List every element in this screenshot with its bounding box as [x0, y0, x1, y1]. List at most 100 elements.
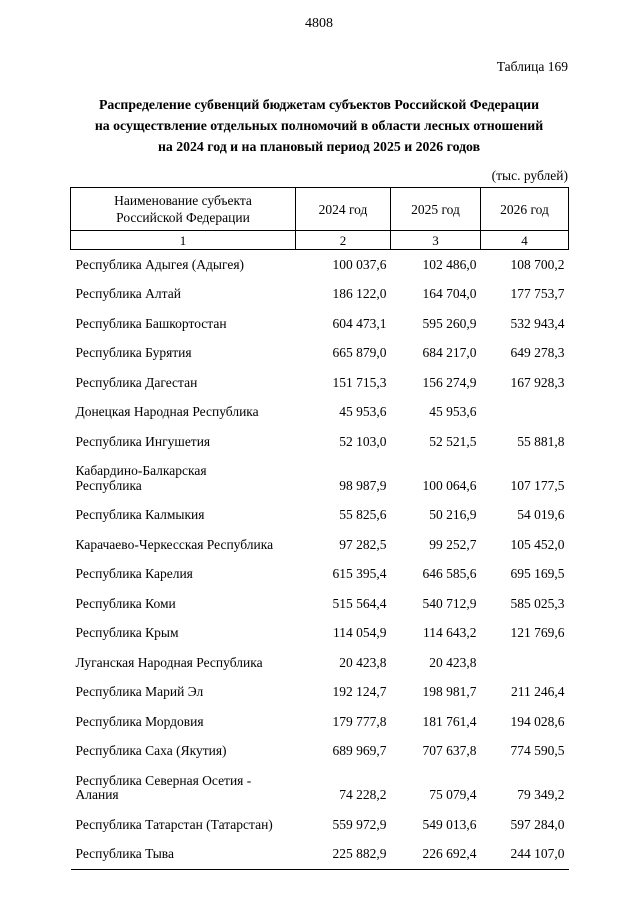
table-row: Кабардино-Балкарская Республика 98 987,9 1…	[71, 457, 569, 501]
value-2026-cell: 177 753,7	[510, 286, 565, 301]
title-line-2: на осуществление отдельных полномочий в …	[94, 118, 544, 133]
region-name-cell: Республика Калмыкия	[75, 507, 205, 522]
region-name-cell: Республика Крым	[75, 625, 179, 640]
document-title: Распределение субвенций бюджетам субъект…	[70, 94, 568, 157]
header-year-2025: 2025 год	[390, 187, 481, 231]
region-name-cell: Республика Дагестан	[75, 374, 198, 390]
title-line-3: на 2024 год и на плановый период 2025 и …	[157, 139, 481, 154]
table-header: Наименование субъекта Российской Федерац…	[70, 187, 569, 250]
region-name-cell: Республика Северная Осетия - Алания	[75, 772, 252, 802]
value-2026-cell: 108 700,2	[510, 256, 565, 272]
table-row: Республика Северная Осетия - Алания 74 22…	[71, 766, 569, 810]
value-2024-cell: 52 103,0	[339, 433, 387, 449]
table-row: Республика Коми 515 564,4 540 712,9 585 025…	[71, 589, 569, 619]
value-2024-cell: 74 228,2	[339, 787, 387, 802]
units-label: (тыс. рублей)	[491, 168, 568, 183]
value-2025-cell: 114 643,2	[423, 625, 477, 640]
value-2025-cell: 549 013,6	[422, 816, 477, 832]
value-2025-cell: 45 953,6	[429, 404, 477, 419]
region-name-cell: Республика Саха (Якутия)	[75, 743, 227, 758]
header-row: Наименование субъекта Российской Федерац…	[70, 187, 569, 231]
value-2025-cell: 50 216,9	[429, 507, 477, 522]
table-row: Республика Алтай 186 122,0 164 704,0 177 75…	[71, 280, 569, 310]
region-name-cell: Республика Карелия	[75, 566, 193, 581]
value-2025-cell: 181 761,4	[422, 713, 477, 729]
value-2026-cell: 167 928,3	[510, 374, 565, 390]
region-name-cell: Луганская Народная Республика	[75, 654, 263, 670]
value-2026-cell: 585 025,3	[510, 595, 565, 611]
column-number-row: 1 2 3 4	[70, 230, 569, 250]
table-row: Республика Марий Эл 192 124,7 198 981,7 211…	[71, 678, 569, 708]
value-2024-cell: 100 037,6	[332, 256, 387, 272]
value-2024-cell: 97 282,5	[339, 536, 387, 552]
table-row: Республика Саха (Якутия) 689 969,7 707 637…	[71, 737, 569, 767]
value-2025-cell: 100 064,6	[422, 477, 477, 493]
value-2026-cell: 194 028,6	[510, 713, 565, 729]
table-row: Карачаево-Черкесская Республика 97 282,5 9…	[71, 530, 569, 560]
region-name-cell: Карачаево-Черкесская Республика	[75, 536, 274, 552]
value-2025-cell: 595 260,9	[422, 315, 477, 331]
column-number-3: 3	[390, 230, 481, 250]
value-2025-cell: 646 585,6	[422, 566, 477, 581]
region-name-cell: Республика Башкортостан	[75, 315, 227, 331]
value-2025-cell: 102 486,0	[422, 256, 477, 272]
column-number-2: 2	[295, 230, 391, 250]
region-name-cell: Республика Алтай	[75, 286, 181, 301]
value-2026-cell: 79 349,2	[517, 787, 565, 802]
value-2024-cell: 45 953,6	[339, 404, 387, 419]
table-row: Республика Мордовия 179 777,8 181 761,4 194…	[71, 707, 569, 737]
table-row: Республика Ингушетия 52 103,0 52 521,5 55 8…	[71, 427, 569, 457]
table-row: Республика Карелия 615 395,4 646 585,6 695 …	[71, 560, 569, 590]
value-2025-cell: 75 079,4	[429, 787, 477, 802]
value-2024-cell: 604 473,1	[332, 315, 387, 331]
value-2025-cell: 226 692,4	[390, 839, 481, 870]
table-row: Республика Крым 114 054,9 114 643,2 121 769…	[71, 619, 569, 649]
page-number: 4808	[305, 16, 333, 31]
region-name-cell: Республика Коми	[75, 595, 176, 611]
table-row: Республика Адыгея (Адыгея) 100 037,6 102 4…	[71, 250, 569, 280]
value-2026-cell: 211 246,4	[511, 684, 565, 699]
value-2024-cell: 689 969,7	[332, 743, 387, 758]
header-year-2026: 2026 год	[480, 187, 569, 231]
region-name-cell: Республика Мордовия	[75, 713, 204, 729]
title-line-1: Распределение субвенций бюджетам субъект…	[98, 97, 540, 112]
table-row: Луганская Народная Республика 20 423,8 20 …	[71, 648, 569, 678]
value-2026-cell: 774 590,5	[510, 743, 565, 758]
value-2024-cell: 98 987,9	[339, 477, 387, 493]
value-2024-cell: 20 423,8	[339, 654, 387, 670]
value-2025-cell: 99 252,7	[429, 536, 477, 552]
region-name-cell: Кабардино-Балкарская Республика	[75, 463, 207, 493]
table-row: Республика Татарстан (Татарстан) 559 972,…	[71, 810, 569, 840]
value-2026-cell: 532 943,4	[510, 315, 565, 331]
table-row: Республика Дагестан 151 715,3 156 274,9 167…	[71, 368, 569, 398]
value-2026-cell: 54 019,6	[517, 507, 565, 522]
table-label: Таблица 169	[496, 59, 568, 74]
region-name-cell: Республика Ингушетия	[75, 433, 211, 449]
value-2025-cell: 707 637,8	[422, 743, 477, 758]
value-2026-cell: 244 107,0	[480, 839, 569, 870]
column-number-1: 1	[70, 230, 296, 250]
value-2024-cell: 186 122,0	[332, 286, 387, 301]
region-name-cell: Республика Тыва	[70, 839, 296, 870]
value-2025-cell: 684 217,0	[422, 345, 477, 360]
value-2024-cell: 515 564,4	[332, 595, 387, 611]
subventions-table: Наименование субъекта Российской Федерац…	[70, 187, 569, 870]
value-2026-cell	[481, 398, 569, 428]
table-row: Донецкая Народная Республика 45 953,6 45 9…	[71, 398, 569, 428]
table-body: Республика Адыгея (Адыгея) 100 037,6 102 4…	[70, 250, 569, 870]
value-2026-cell: 105 452,0	[510, 536, 565, 552]
value-2025-cell: 540 712,9	[422, 595, 477, 611]
value-2025-cell: 156 274,9	[422, 374, 477, 390]
value-2024-cell: 179 777,8	[332, 713, 387, 729]
value-2024-cell: 665 879,0	[332, 345, 387, 360]
region-name-cell: Республика Адыгея (Адыгея)	[75, 256, 245, 272]
value-2024-cell: 615 395,4	[332, 566, 387, 581]
table-row: Республика Калмыкия 55 825,6 50 216,9 54 01…	[71, 501, 569, 531]
value-2024-cell: 225 882,9	[295, 839, 391, 870]
value-2026-cell: 695 169,5	[510, 566, 565, 581]
value-2024-cell: 55 825,6	[339, 507, 387, 522]
value-2026-cell	[481, 648, 569, 678]
value-2024-cell: 151 715,3	[332, 374, 387, 390]
value-2026-cell: 55 881,8	[517, 433, 565, 449]
